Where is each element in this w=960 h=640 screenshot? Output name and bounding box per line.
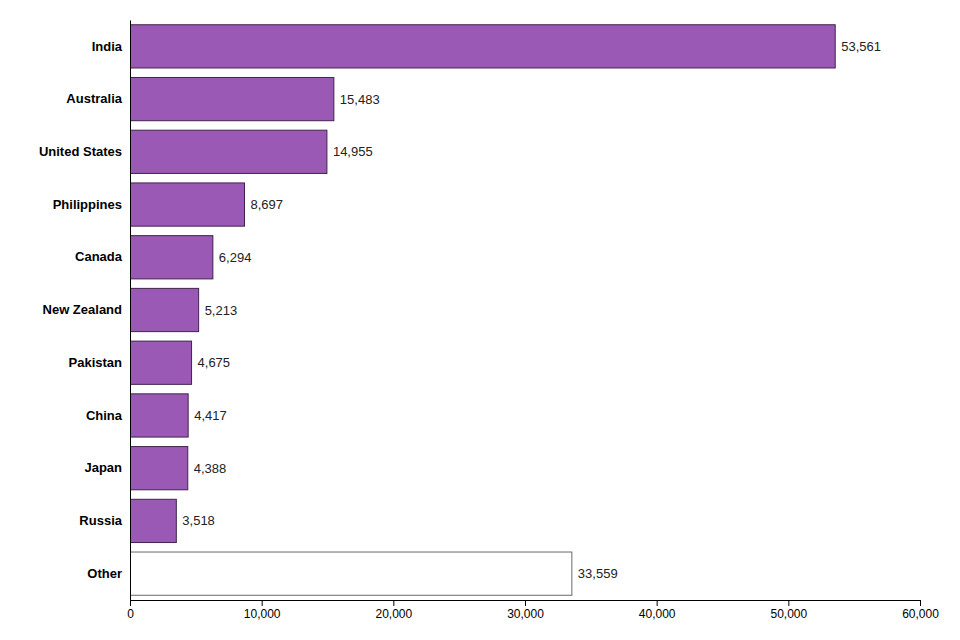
data-label: 8,697 <box>251 197 284 212</box>
y-tick-label: Other <box>87 566 122 581</box>
y-tick-label: Philippines <box>53 197 122 212</box>
x-tick-label: 30,000 <box>507 607 544 621</box>
x-tick-mark <box>525 600 526 606</box>
data-label: 6,294 <box>219 250 252 265</box>
bar <box>130 499 176 542</box>
y-tick: China <box>86 408 130 423</box>
x-tick: 30,000 <box>507 600 544 621</box>
chart: 0 10,000 20,000 30,000 40,000 50,000 60,000 Ind… <box>0 0 960 640</box>
x-tick-label: 40,000 <box>639 607 676 621</box>
y-tick: New Zealand <box>43 302 130 317</box>
y-axis: India Australia United States Philippines Ca… <box>39 21 131 601</box>
y-tick-label: Australia <box>66 91 122 106</box>
x-tick-label: 20,000 <box>375 607 412 621</box>
data-label: 5,213 <box>205 303 238 318</box>
y-tick: Pakistan <box>69 355 130 370</box>
x-tick: 0 <box>127 600 134 621</box>
bar <box>130 552 572 595</box>
x-tick-mark <box>920 600 921 606</box>
bar <box>130 25 835 68</box>
data-label: 4,417 <box>194 408 227 423</box>
x-tick: 60,000 <box>902 600 939 621</box>
bar <box>130 77 334 120</box>
x-tick-mark <box>788 600 789 606</box>
y-tick-label: Canada <box>75 249 123 264</box>
y-tick: India <box>92 39 130 54</box>
bar <box>130 394 188 437</box>
data-label: 33,559 <box>578 566 618 581</box>
bar <box>130 341 192 384</box>
bar <box>130 130 327 173</box>
y-tick-label: Japan <box>84 460 122 475</box>
y-tick: Australia <box>66 91 130 106</box>
data-label: 4,675 <box>198 355 231 370</box>
y-tick: Philippines <box>53 197 130 212</box>
bar <box>130 447 188 490</box>
x-tick-label: 60,000 <box>902 607 939 621</box>
x-tick-label: 0 <box>127 607 134 621</box>
data-label: 4,388 <box>194 461 227 476</box>
x-tick: 50,000 <box>770 600 807 621</box>
x-tick: 20,000 <box>375 600 412 621</box>
y-tick: Other <box>87 566 130 581</box>
y-tick-label: Russia <box>79 513 122 528</box>
x-tick: 40,000 <box>639 600 676 621</box>
bars <box>130 25 835 596</box>
data-label: 15,483 <box>340 92 380 107</box>
bar <box>130 288 199 331</box>
x-tick-mark <box>262 600 263 606</box>
y-tick: Russia <box>79 513 130 528</box>
y-axis-line <box>130 21 131 601</box>
x-tick: 10,000 <box>244 600 281 621</box>
data-label: 3,518 <box>182 513 215 528</box>
y-tick-label: United States <box>39 144 122 159</box>
bar <box>130 183 245 226</box>
x-tick-label: 10,000 <box>244 607 281 621</box>
x-tick-mark <box>393 600 394 606</box>
data-labels: 53,561 15,483 14,955 8,697 6,294 5,213 4,675 4,… <box>182 39 881 581</box>
x-tick-mark <box>130 600 131 606</box>
y-tick-label: China <box>86 408 123 423</box>
data-label: 53,561 <box>841 39 881 54</box>
x-axis-line <box>131 601 921 607</box>
plot: 0 10,000 20,000 30,000 40,000 50,000 60,000 Ind… <box>39 21 939 621</box>
bar <box>130 236 213 279</box>
y-tick-label: Pakistan <box>69 355 123 370</box>
x-tick-label: 50,000 <box>770 607 807 621</box>
x-tick-mark <box>657 600 658 606</box>
data-label: 14,955 <box>333 144 373 159</box>
x-axis: 0 10,000 20,000 30,000 40,000 50,000 60,000 <box>127 600 939 621</box>
y-tick: United States <box>39 144 130 159</box>
y-tick: Canada <box>75 249 130 264</box>
y-tick-label: India <box>92 39 123 54</box>
y-tick-label: New Zealand <box>43 302 123 317</box>
y-tick: Japan <box>84 460 130 475</box>
